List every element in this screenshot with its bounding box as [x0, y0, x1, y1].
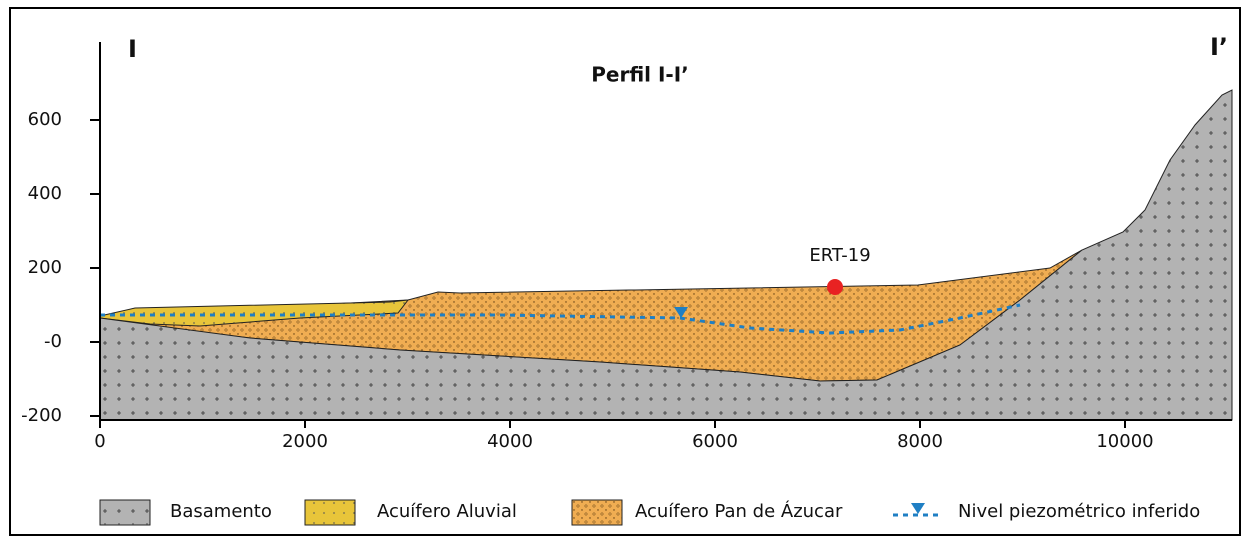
legend: Basamento Acuífero Aluvial Acuífero Pan … [99, 499, 1200, 526]
legend-swatch [911, 503, 925, 514]
left-label: I [128, 35, 137, 63]
ert-point [827, 279, 843, 295]
nivel-piezometrico [100, 303, 1021, 335]
y-tick-label: 400 [28, 183, 62, 204]
legend-label: Basamento [170, 501, 272, 522]
x-tick-label: 6000 [692, 431, 738, 452]
legend-label: Acuífero Aluvial [377, 501, 517, 522]
legend-label: Acuífero Pan de Ázucar [635, 500, 843, 522]
basamento [99, 89, 1233, 421]
x-tick-label: 0 [94, 431, 105, 452]
y-tick-label: -200 [21, 405, 62, 426]
legend-swatch [99, 499, 151, 526]
y-tick-label: -0 [44, 331, 62, 352]
title: Perfil I-I’ [591, 63, 689, 87]
legend-label: Nivel piezométrico inferido [958, 501, 1200, 522]
right-label: I’ [1210, 33, 1228, 61]
x-tick-label: 8000 [897, 431, 943, 452]
legend-swatch [304, 499, 356, 526]
x-tick-label: 2000 [282, 431, 328, 452]
annotation: ERT-19 [809, 245, 870, 266]
legend-swatch [571, 499, 623, 526]
y-tick-label: 200 [28, 257, 62, 278]
x-tick-label: 10000 [1096, 431, 1153, 452]
water-triangle [674, 307, 688, 318]
x-tick-label: 4000 [487, 431, 533, 452]
y-tick-label: 600 [28, 109, 62, 130]
frame [9, 7, 1241, 536]
